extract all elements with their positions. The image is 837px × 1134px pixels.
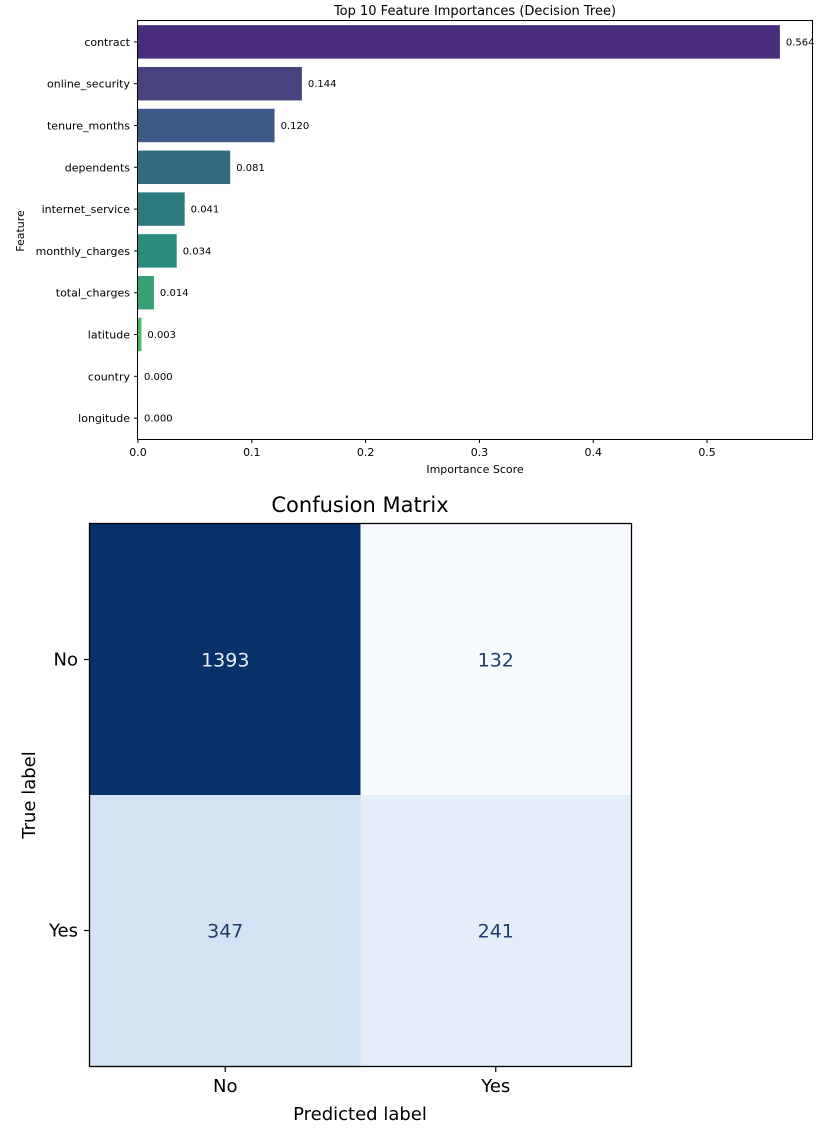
bar-value-label: 0.000	[144, 414, 173, 425]
bar-chart-category-label: internet_service	[42, 203, 131, 216]
bar-chart-bars: 0.564 0.144 0.120 0.081 0.041 0.034 0.014 0.003…	[138, 25, 815, 425]
bar-chart-x-tick-label: 0.1	[243, 446, 261, 459]
bar-internet-service	[138, 192, 185, 226]
bar-value-label: 0.081	[236, 163, 265, 174]
bar-value-label: 0.034	[183, 246, 212, 257]
bar-contract	[138, 25, 780, 59]
bar-chart-category-label: total_charges	[56, 287, 130, 300]
bar-value-label: 0.041	[191, 205, 220, 216]
bar-chart-x-tick-label: 0.2	[357, 446, 375, 459]
bar-chart-x-axis: 0.0 0.1 0.2 0.3 0.4 0.5	[129, 439, 716, 459]
confusion-cell	[90, 524, 361, 795]
confusion-matrix-cells: 1393 132 347 241	[90, 524, 631, 1066]
confusion-cell-value: 132	[478, 650, 514, 672]
bar-chart-x-tick-label: 0.0	[129, 446, 147, 459]
bar-chart-x-tick-label: 0.5	[698, 446, 716, 459]
bar-chart-category-label: tenure_months	[47, 120, 130, 133]
bar-chart-category-label: dependents	[65, 161, 131, 174]
confusion-cell	[360, 795, 631, 1066]
bar-chart-category-label: online_security	[47, 78, 130, 91]
confusion-x-tick-label: No	[213, 1076, 237, 1097]
bar-value-label: 0.003	[147, 330, 176, 341]
confusion-matrix-x-label: Predicted label	[293, 1104, 427, 1125]
bar-value-label: 0.120	[281, 121, 310, 132]
bar-chart-category-label: longitude	[78, 412, 130, 425]
confusion-cell-value: 241	[478, 921, 514, 943]
bar-value-label: 0.564	[786, 37, 815, 48]
feature-importance-chart: Top 10 Feature Importances (Decision Tre…	[14, 4, 815, 476]
bar-chart-category-label: monthly_charges	[36, 245, 131, 258]
confusion-x-tick-label: Yes	[480, 1076, 510, 1097]
bar-chart-plot-frame	[137, 20, 813, 440]
confusion-y-tick-label: No	[54, 650, 78, 671]
confusion-y-tick-label: Yes	[48, 921, 78, 942]
bar-chart-y-axis: contract online_security tenure_monthsdepe…	[36, 36, 138, 425]
bar-online-security	[138, 66, 302, 101]
bar-monthly-charges	[138, 234, 177, 268]
confusion-matrix-title: Confusion Matrix	[271, 493, 448, 517]
bar-chart-category-label: contract	[84, 36, 130, 49]
confusion-cell-value: 347	[207, 921, 243, 943]
bar-value-label: 0.014	[160, 288, 189, 299]
bar-total-charges	[138, 275, 154, 310]
confusion-cell	[360, 524, 631, 795]
confusion-cell	[90, 795, 361, 1066]
bar-chart-x-tick-label: 0.4	[585, 446, 603, 459]
bar-chart-category-label: country	[88, 370, 131, 383]
confusion-cell-value: 1393	[201, 650, 249, 672]
bar-chart-title: Top 10 Feature Importances (Decision Tre…	[333, 4, 616, 19]
confusion-matrix-frame	[88, 522, 633, 1068]
bar-tenure-months	[138, 108, 275, 143]
bar-chart-x-label: Importance Score	[426, 463, 524, 476]
confusion-matrix-axes: No Yes No Yes	[48, 650, 510, 1098]
bar-value-label: 0.144	[308, 79, 337, 90]
bar-latitude	[138, 317, 142, 352]
confusion-matrix-chart: Confusion Matrix 1393 132 347 241 No Yes No Ye…	[19, 493, 633, 1125]
bar-value-label: 0.000	[144, 372, 173, 383]
bar-dependents	[138, 150, 231, 185]
confusion-matrix-y-label: True label	[19, 751, 40, 840]
bar-chart-y-label: Feature	[14, 210, 27, 252]
bar-chart-x-tick-label: 0.3	[471, 446, 489, 459]
bar-chart-category-label: latitude	[88, 329, 130, 342]
